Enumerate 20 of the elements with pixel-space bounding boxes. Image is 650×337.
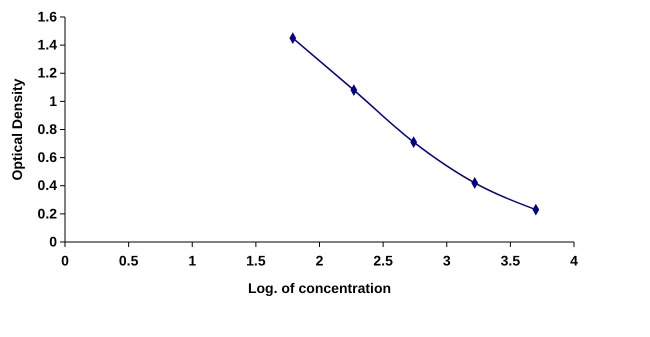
y-tick-label: 0.2	[38, 205, 58, 222]
y-tick-label: 0.4	[38, 177, 58, 194]
y-tick-label: 0	[49, 233, 58, 250]
x-tick-label: 4	[570, 252, 578, 268]
y-tick-label: 0.6	[38, 149, 58, 166]
x-tick-label: 3	[442, 252, 451, 268]
x-axis-title: Log. of concentration	[248, 280, 392, 296]
x-tick-label: 2.5	[373, 252, 394, 268]
y-tick-label: 1.6	[38, 8, 58, 24]
x-tick-label: 1	[188, 252, 196, 268]
x-tick-label: 0.5	[118, 252, 139, 268]
x-tick-label: 3.5	[500, 252, 520, 268]
x-tick-label: 0	[61, 252, 70, 268]
y-tick-label: 0.8	[38, 120, 58, 137]
y-axis-title: Optical Density	[9, 78, 25, 180]
y-tick-label: 1.4	[38, 36, 58, 53]
y-tick-label: 1	[49, 92, 58, 109]
y-tick-label: 1.2	[38, 64, 58, 81]
x-tick-label: 2	[316, 252, 324, 268]
x-tick-label: 1.5	[246, 252, 266, 268]
